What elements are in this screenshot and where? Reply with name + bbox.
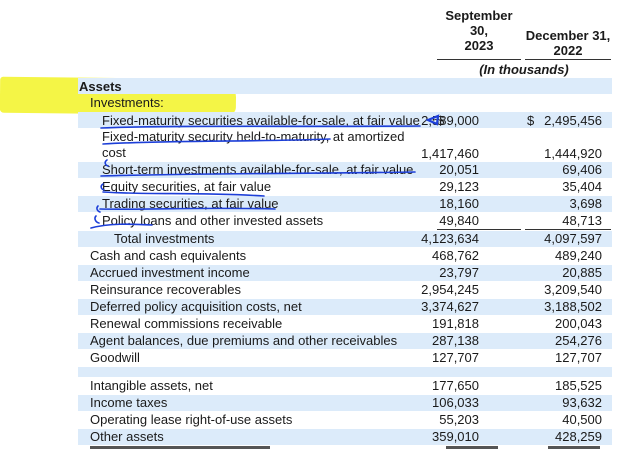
value-2023: 1,417,460 bbox=[421, 146, 479, 161]
value-2022: 20,885 bbox=[562, 265, 602, 280]
cutoff-value-fragment bbox=[548, 446, 600, 449]
row-label: Cash and cash equivalents bbox=[90, 248, 247, 263]
row-label: Policy loans and other invested assets bbox=[102, 213, 324, 228]
value-2023: 359,010 bbox=[432, 429, 479, 444]
value-2023: 287,138 bbox=[432, 333, 479, 348]
row-label: Deferred policy acquisition costs, net bbox=[90, 299, 302, 314]
table-row: Intangible assets, net 177,650 185,525 bbox=[78, 378, 612, 394]
value-2022: 40,500 bbox=[562, 412, 602, 427]
value-2023: 49,840 bbox=[439, 213, 479, 228]
table-row: Renewal commissions receivable 191,818 2… bbox=[78, 316, 612, 332]
value-2022: 35,404 bbox=[562, 179, 602, 194]
value-2023: 2,954,245 bbox=[421, 282, 479, 297]
table-row: Policy loans and other invested assets 4… bbox=[78, 213, 612, 229]
partial-row-cutoff bbox=[78, 446, 612, 451]
spacer-row bbox=[78, 367, 612, 377]
value-2023: 4,123,634 bbox=[421, 231, 479, 246]
table-row: Reinsurance recoverables 2,954,245 3,209… bbox=[78, 282, 612, 298]
table-row: Equity securities, at fair value 29,123 … bbox=[78, 179, 612, 195]
row-label: Fixed-maturity security held-to-maturity… bbox=[102, 129, 405, 144]
value-2023: 3,374,627 bbox=[421, 299, 479, 314]
value-2023: 2,589,000 bbox=[421, 113, 479, 128]
row-label: Trading securities, at fair value bbox=[102, 196, 279, 211]
table-row: Income taxes 106,033 93,632 bbox=[78, 395, 612, 411]
value-2023: 127,707 bbox=[432, 350, 479, 365]
table-row-total: Total investments 4,123,634 4,097,597 bbox=[78, 231, 612, 247]
investments-label: Investments: bbox=[90, 95, 164, 110]
row-label: Income taxes bbox=[90, 395, 168, 410]
row-label: Other assets bbox=[90, 429, 164, 444]
row-label: Operating lease right-of-use assets bbox=[90, 412, 293, 427]
dollar-sign: $ bbox=[437, 113, 445, 128]
value-2022: 3,698 bbox=[569, 196, 602, 211]
header-rule-col2 bbox=[525, 59, 611, 60]
value-2023: 18,160 bbox=[439, 196, 479, 211]
value-2022: 93,632 bbox=[562, 395, 602, 410]
cutoff-text-fragment bbox=[90, 446, 270, 449]
value-2023: 55,203 bbox=[439, 412, 479, 427]
table-row: Other assets 359,010 428,259 bbox=[78, 429, 612, 445]
value-2022: 3,209,540 bbox=[544, 282, 602, 297]
row-label: Short-term investments available-for-sal… bbox=[102, 162, 414, 177]
table-row: Agent balances, due premiums and other r… bbox=[78, 333, 612, 349]
table-row: Goodwill 127,707 127,707 bbox=[78, 350, 612, 366]
header-col-dec-2022: December 31, 2022 bbox=[522, 28, 614, 58]
value-2022: 1,444,920 bbox=[544, 146, 602, 161]
value-2022: 254,276 bbox=[555, 333, 602, 348]
table-row: Fixed-maturity security held-to-maturity… bbox=[78, 129, 612, 161]
value-2023: 106,033 bbox=[432, 395, 479, 410]
table-row: Cash and cash equivalents 468,762 489,24… bbox=[78, 248, 612, 264]
subtotal-rule-col1 bbox=[437, 229, 521, 230]
value-2022: 2,495,456 bbox=[544, 113, 602, 128]
value-2023: 29,123 bbox=[439, 179, 479, 194]
value-2023: 468,762 bbox=[432, 248, 479, 263]
table-row: Deferred policy acquisition costs, net 3… bbox=[78, 299, 612, 315]
table-row: Trading securities, at fair value 18,160… bbox=[78, 196, 612, 212]
row-label: Intangible assets, net bbox=[90, 378, 213, 393]
value-2022: 127,707 bbox=[555, 350, 602, 365]
row-label: Total investments bbox=[114, 231, 215, 246]
section-assets: Assets bbox=[78, 78, 612, 94]
value-2022: 428,259 bbox=[555, 429, 602, 444]
row-label: Accrued investment income bbox=[90, 265, 250, 280]
table-row: Short-term investments available-for-sal… bbox=[78, 162, 612, 178]
row-label: Reinsurance recoverables bbox=[90, 282, 242, 297]
header-rule-col1 bbox=[437, 59, 521, 60]
value-2022: 200,043 bbox=[555, 316, 602, 331]
header-col1-line2: 30, bbox=[469, 23, 489, 38]
row-label: Goodwill bbox=[90, 350, 140, 365]
value-2023: 20,051 bbox=[439, 162, 479, 177]
row-label: Fixed-maturity securities available-for-… bbox=[102, 113, 420, 128]
value-2022: 489,240 bbox=[555, 248, 602, 263]
row-label: Renewal commissions receivable bbox=[90, 316, 283, 331]
row-label: Equity securities, at fair value bbox=[102, 179, 272, 194]
value-2022: 185,525 bbox=[555, 378, 602, 393]
table-row: Accrued investment income 23,797 20,885 bbox=[78, 265, 612, 281]
value-2022: 4,097,597 bbox=[544, 231, 602, 246]
value-2022: 69,406 bbox=[562, 162, 602, 177]
header-col2-line1: December 31, bbox=[525, 28, 611, 43]
row-label-continued: cost bbox=[102, 145, 126, 160]
table-row: Operating lease right-of-use assets 55,2… bbox=[78, 412, 612, 428]
subtotal-rule-col2 bbox=[525, 229, 611, 230]
header-col2-line2: 2022 bbox=[553, 43, 583, 58]
cutoff-value-fragment bbox=[446, 446, 498, 449]
value-2022: 48,713 bbox=[562, 213, 602, 228]
header-col-sep-2023: September 30, 2023 bbox=[437, 8, 521, 53]
header-col1-line3: 2023 bbox=[464, 38, 494, 53]
row-label: Agent balances, due premiums and other r… bbox=[90, 333, 398, 348]
section-title: Assets bbox=[79, 79, 122, 94]
value-2023: 23,797 bbox=[439, 265, 479, 280]
value-2023: 177,650 bbox=[432, 378, 479, 393]
header-col1-line1: September bbox=[445, 8, 513, 23]
investments-heading: Investments: bbox=[78, 95, 612, 111]
value-2023: 191,818 bbox=[432, 316, 479, 331]
dollar-sign: $ bbox=[527, 113, 535, 128]
units-caption: (In thousands) bbox=[479, 62, 569, 77]
table-row: Fixed-maturity securities available-for-… bbox=[78, 112, 612, 128]
value-2022: 3,188,502 bbox=[544, 299, 602, 314]
